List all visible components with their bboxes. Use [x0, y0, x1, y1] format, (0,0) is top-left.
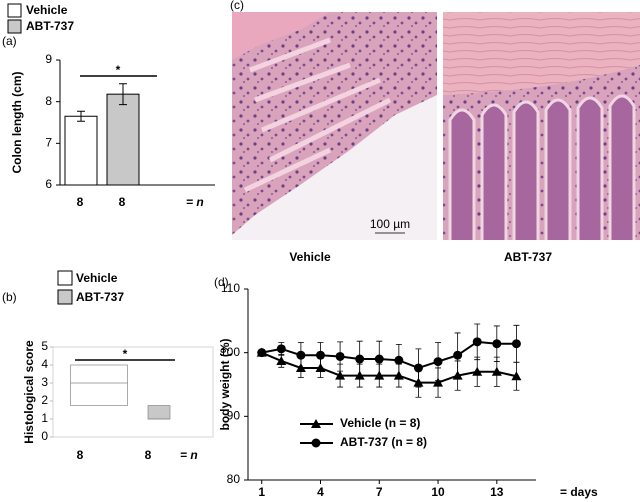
marker: [276, 355, 287, 365]
n-label: = n: [186, 195, 204, 209]
marker: [311, 438, 321, 448]
x-tick-label: 7: [376, 485, 383, 499]
tissue: [232, 12, 437, 235]
y-tick-label: 8: [45, 94, 52, 108]
tissue: [232, 12, 330, 60]
marker: [413, 363, 423, 373]
panel-c-images: [232, 12, 640, 240]
panel-label: (a): [2, 34, 17, 48]
marker: [335, 370, 346, 380]
marker: [257, 348, 267, 358]
box: [70, 364, 128, 406]
marker: [315, 350, 325, 360]
marker: [394, 355, 404, 365]
y-tick-label: 100: [220, 345, 240, 359]
y-tick-label: 5: [41, 339, 48, 353]
y-tick-label: 3: [41, 375, 48, 389]
legend-label: Vehicle (n = 8): [340, 416, 420, 430]
significance-marker: *: [116, 63, 121, 77]
legend-swatch: [7, 3, 22, 18]
muscle: [443, 12, 640, 95]
marker: [335, 351, 345, 361]
marker: [311, 419, 321, 428]
legend-label: Vehicle: [26, 3, 68, 17]
series-line: [261, 351, 517, 384]
n-label: = n: [180, 448, 198, 462]
x-tick-label: 8: [77, 195, 84, 209]
legend-label: ABT-737: [76, 290, 124, 304]
legend-swatch: [57, 270, 73, 286]
x-tick-label: 10: [431, 485, 445, 499]
y-tick-label: 110: [221, 281, 240, 295]
marker: [472, 366, 483, 376]
crypt: [243, 37, 392, 193]
x-tick-label: 8: [119, 195, 126, 209]
error-bar: [77, 110, 85, 122]
panel-label: (d): [214, 275, 229, 289]
y-axis-label: Histological score: [22, 340, 36, 444]
y-tick-label: 1: [41, 411, 48, 425]
legend-label: Vehicle: [76, 271, 118, 285]
error-bar: [119, 83, 127, 106]
legend-swatch: [57, 289, 73, 305]
y-tick-label: 80: [227, 472, 241, 486]
box: [147, 405, 171, 420]
x-tick-label: 13: [490, 485, 504, 499]
bar: [64, 115, 98, 186]
marker: [472, 337, 482, 347]
legend-label: ABT-737 (n = 8): [340, 435, 427, 449]
panel-label: (c): [230, 0, 244, 12]
y-tick-label: 0: [41, 429, 48, 443]
image-caption: Vehicle: [289, 250, 331, 264]
marker: [433, 357, 443, 367]
marker: [296, 350, 306, 360]
bar: [106, 93, 140, 186]
x-tick-label: 4: [317, 485, 324, 499]
y-tick-label: 2: [41, 393, 48, 407]
marker: [433, 377, 444, 387]
image-caption: ABT-737: [504, 250, 552, 264]
scale-bar-label: 100 µm: [370, 217, 410, 231]
marker: [374, 354, 384, 364]
legend-swatch: [7, 19, 22, 34]
x-axis-label: = days: [560, 485, 598, 499]
marker: [511, 371, 522, 381]
y-axis-label: Colon length (cm): [10, 72, 24, 174]
y-tick-label: 6: [45, 177, 52, 191]
marker: [492, 339, 502, 349]
y-axis-label: body weight (%): [218, 339, 232, 431]
significance-marker: *: [123, 347, 128, 361]
marker: [453, 350, 463, 360]
marker: [491, 366, 502, 376]
crypt: [448, 94, 636, 240]
marker: [276, 344, 286, 354]
x-tick-label: 8: [77, 448, 84, 462]
y-tick-label: 7: [45, 136, 52, 150]
legend-label: ABT-737: [26, 19, 74, 33]
marker: [511, 339, 521, 349]
marker: [355, 354, 365, 364]
plot-frame: [52, 346, 214, 438]
y-tick-label: 9: [45, 52, 52, 66]
x-tick-label: 8: [145, 448, 152, 462]
x-tick-label: 1: [258, 485, 265, 499]
y-tick-label: 90: [227, 409, 241, 423]
panel-label: (b): [2, 290, 17, 304]
y-tick-label: 4: [41, 357, 48, 371]
